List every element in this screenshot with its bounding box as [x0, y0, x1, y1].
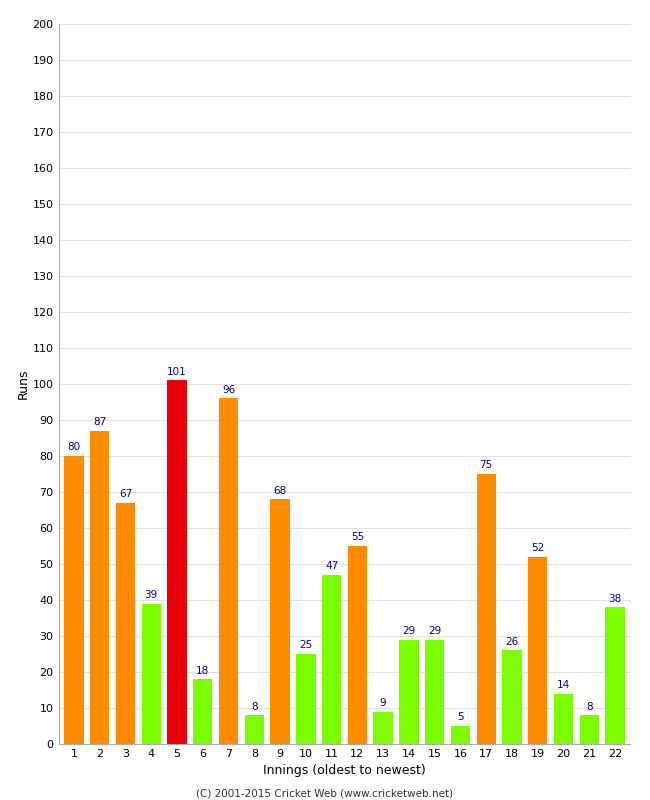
Text: 68: 68	[274, 486, 287, 495]
Bar	[244, 715, 264, 744]
Bar	[142, 603, 161, 744]
Bar	[554, 694, 573, 744]
Bar	[425, 639, 445, 744]
Bar	[219, 398, 238, 744]
Text: 80: 80	[68, 442, 81, 452]
Bar	[502, 650, 522, 744]
Text: 14: 14	[557, 680, 570, 690]
Text: 75: 75	[480, 460, 493, 470]
Bar	[193, 679, 213, 744]
Text: 5: 5	[457, 712, 463, 722]
Text: 29: 29	[428, 626, 441, 636]
Bar	[270, 499, 290, 744]
Bar	[116, 502, 135, 744]
Bar	[348, 546, 367, 744]
Text: 47: 47	[325, 561, 338, 571]
Bar	[399, 639, 419, 744]
Bar	[296, 654, 315, 744]
Text: 101: 101	[167, 366, 187, 377]
Bar	[90, 430, 109, 744]
Bar	[374, 712, 393, 744]
Text: 96: 96	[222, 385, 235, 394]
Bar	[476, 474, 496, 744]
Text: 8: 8	[251, 702, 257, 712]
Text: 9: 9	[380, 698, 387, 708]
Text: 29: 29	[402, 626, 415, 636]
Text: (C) 2001-2015 Cricket Web (www.cricketweb.net): (C) 2001-2015 Cricket Web (www.cricketwe…	[196, 788, 454, 798]
X-axis label: Innings (oldest to newest): Innings (oldest to newest)	[263, 765, 426, 778]
Bar	[451, 726, 470, 744]
Bar	[580, 715, 599, 744]
Text: 26: 26	[505, 637, 519, 646]
Text: 55: 55	[351, 533, 364, 542]
Text: 38: 38	[608, 594, 621, 603]
Bar	[605, 607, 625, 744]
Bar	[528, 557, 547, 744]
Text: 87: 87	[93, 417, 107, 427]
Text: 52: 52	[531, 543, 544, 553]
Bar	[322, 574, 341, 744]
Bar	[167, 380, 187, 744]
Text: 39: 39	[145, 590, 158, 600]
Text: 18: 18	[196, 666, 209, 675]
Bar	[64, 456, 84, 744]
Text: 8: 8	[586, 702, 593, 712]
Text: 25: 25	[299, 640, 313, 650]
Text: 67: 67	[119, 489, 132, 499]
Y-axis label: Runs: Runs	[17, 369, 30, 399]
